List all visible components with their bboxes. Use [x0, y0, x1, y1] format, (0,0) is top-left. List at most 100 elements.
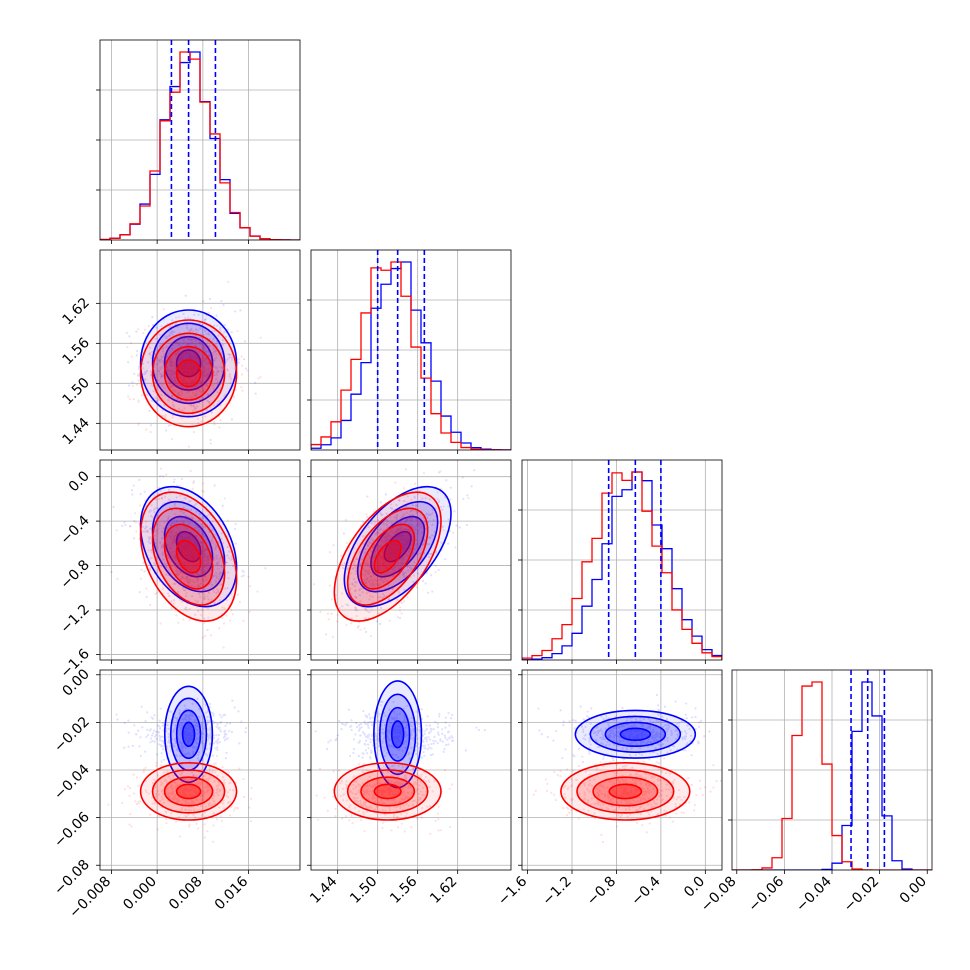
scatter-point: [461, 476, 464, 479]
scatter-point: [162, 758, 166, 761]
scatter-point: [149, 370, 152, 374]
scatter-point: [220, 452, 222, 454]
scatter-point: [169, 524, 172, 527]
scatter-point: [174, 537, 177, 541]
scatter-point: [194, 554, 197, 557]
scatter-point: [150, 734, 154, 737]
scatter-point: [187, 581, 190, 584]
scatter-point: [212, 575, 215, 578]
scatter-point: [442, 505, 445, 508]
scatter-point: [221, 367, 224, 370]
scatter-point: [237, 361, 240, 364]
scatter-point: [230, 609, 233, 612]
scatter-point: [175, 573, 178, 576]
scatter-point: [423, 754, 426, 757]
scatter-point: [209, 442, 212, 445]
scatter-point: [151, 491, 154, 494]
scatter-point: [353, 747, 356, 751]
scatter-point: [365, 513, 368, 516]
scatter-point: [201, 369, 205, 372]
scatter-point: [184, 561, 187, 564]
scatter-point: [336, 734, 339, 737]
scatter-point: [154, 592, 157, 596]
scatter-point: [202, 584, 205, 587]
scatter-point: [444, 721, 447, 724]
scatter-point: [149, 728, 153, 731]
scatter-point: [454, 546, 457, 549]
scatter-point: [467, 497, 470, 500]
scatter-point: [306, 655, 308, 657]
scatter-point: [215, 734, 218, 737]
scatter-point: [185, 567, 188, 570]
scatter-point: [304, 604, 306, 606]
scatter-point: [169, 373, 172, 377]
scatter-point: [231, 565, 235, 568]
histogram-series-1: [100, 51, 300, 240]
scatter-point: [138, 591, 141, 594]
scatter-point: [203, 823, 206, 826]
scatter-point: [350, 724, 353, 727]
scatter-point: [186, 755, 189, 758]
scatter-point: [168, 334, 171, 337]
scatter-point: [159, 372, 162, 375]
scatter-point: [201, 532, 204, 536]
x-tick-label: 1.56: [387, 873, 420, 906]
scatter-point: [190, 388, 193, 391]
scatter-point: [148, 510, 151, 513]
scatter-point: [436, 726, 440, 729]
scatter-point: [177, 539, 180, 542]
scatter-point: [424, 747, 427, 750]
scatter-point: [193, 337, 197, 340]
scatter-point: [697, 725, 701, 728]
scatter-point: [216, 590, 220, 593]
scatter-point: [216, 371, 219, 375]
scatter-point: [217, 400, 220, 403]
scatter-point: [201, 556, 204, 559]
scatter-point: [203, 593, 206, 596]
scatter-point: [612, 759, 615, 762]
scatter-point: [178, 352, 181, 355]
contour-series-1-level-1: [151, 332, 226, 415]
scatter-point: [178, 484, 181, 487]
scatter-point: [182, 371, 185, 374]
scatter-point: [190, 595, 194, 598]
scatter-point: [224, 393, 227, 396]
scatter-point: [182, 538, 185, 541]
scatter-point: [420, 756, 424, 759]
scatter-point: [195, 510, 198, 513]
scatter-point: [218, 575, 221, 578]
scatter-point: [355, 725, 359, 729]
scatter-point: [210, 598, 213, 601]
scatter-point: [191, 380, 194, 383]
scatter-point: [439, 739, 442, 742]
scatter-point: [139, 736, 142, 739]
panel-3-1: 1.44 1.50 1.56 1.62: [307, 669, 512, 907]
scatter-point: [188, 543, 191, 546]
scatter-point: [159, 467, 163, 470]
scatter-point: [158, 359, 161, 362]
scatter-point: [201, 482, 205, 485]
scatter-point: [187, 366, 190, 370]
scatter-point: [194, 564, 197, 567]
scatter-point: [259, 375, 262, 379]
scatter-point: [165, 473, 168, 476]
scatter-point: [175, 567, 178, 571]
scatter-point: [194, 370, 197, 373]
scatter-point: [189, 403, 193, 406]
scatter-point: [186, 338, 190, 341]
scatter-point: [160, 546, 163, 549]
scatter-point: [188, 367, 191, 370]
scatter-point: [189, 396, 192, 399]
scatter-point: [173, 522, 176, 525]
scatter-point: [151, 516, 154, 519]
scatter-point: [154, 343, 158, 347]
scatter-point: [168, 556, 171, 560]
scatter-point: [169, 361, 173, 364]
scatter-point: [178, 598, 182, 602]
scatter-point: [182, 500, 185, 503]
scatter-point: [175, 353, 178, 356]
scatter-point: [366, 495, 369, 498]
scatter-point: [226, 519, 230, 522]
scatter-point: [197, 574, 200, 577]
scatter-point: [135, 530, 138, 533]
